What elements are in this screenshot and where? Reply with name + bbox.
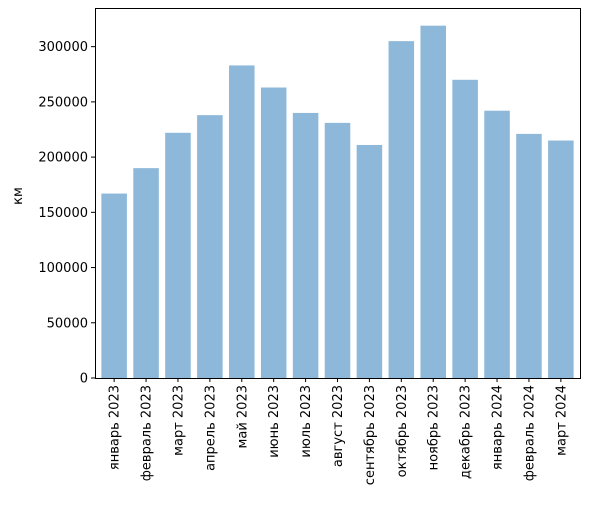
x-tick-label: май 2023 [235, 385, 250, 448]
y-tick-label: 50000 [47, 316, 88, 331]
y-tick-label: 0 [80, 372, 88, 387]
bar [324, 122, 351, 379]
x-tick-label: март 2024 [554, 385, 569, 456]
y-axis: 0 50000 100000 150000 200000 250000 300000 [38, 40, 95, 387]
bar [260, 87, 287, 378]
bar [356, 144, 383, 378]
x-tick-label: октябрь 2023 [395, 385, 410, 477]
x-tick-label: июль 2023 [299, 385, 314, 458]
x-tick-label: апрель 2023 [203, 385, 218, 471]
bar [197, 115, 223, 378]
x-tick-label: январь 2024 [491, 385, 506, 470]
x-tick-label: январь 2023 [108, 385, 123, 470]
x-tick-label: февраль 2024 [522, 385, 537, 481]
plot-frame [95, 8, 581, 379]
bar [452, 79, 478, 378]
x-tick-label: март 2023 [171, 385, 186, 456]
y-tick-label: 300000 [38, 40, 88, 55]
x-tick-label: июнь 2023 [267, 385, 282, 458]
bar [229, 65, 255, 379]
bar [548, 140, 574, 378]
y-tick-label: 200000 [38, 151, 88, 166]
y-tick-label: 100000 [38, 261, 88, 276]
bar [165, 132, 191, 378]
y-tick-label: 250000 [38, 95, 88, 110]
bar [516, 133, 542, 378]
bars-group [101, 25, 574, 379]
x-axis: январь 2023 февраль 2023 март 2023 апрель 2… [108, 378, 569, 485]
y-tick-label: 150000 [38, 206, 88, 221]
y-axis-label: км [11, 187, 26, 205]
bar [292, 112, 319, 378]
x-tick-label: ноябрь 2023 [427, 385, 442, 470]
bar [420, 25, 446, 379]
bar [388, 41, 415, 378]
x-tick-label: август 2023 [331, 385, 346, 467]
bar [133, 168, 159, 378]
x-tick-label: февраль 2023 [140, 385, 155, 481]
x-tick-label: декабрь 2023 [459, 385, 474, 479]
bar [484, 110, 510, 378]
x-tick-label: сентябрь 2023 [363, 385, 378, 485]
bar [101, 193, 127, 378]
